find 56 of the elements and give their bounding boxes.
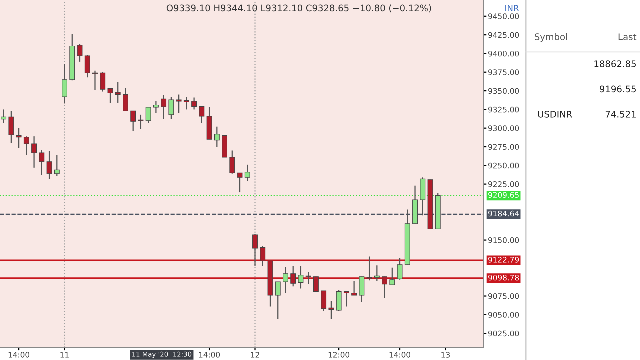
text: INR: [506, 5, 519, 12]
candlestick: [382, 276, 388, 300]
candlestick: [397, 258, 403, 280]
candlestick: [328, 300, 334, 320]
candlestick: [77, 43, 83, 62]
candlestick: [275, 282, 281, 320]
candlestick: [336, 290, 342, 312]
candlestick: [192, 97, 198, 110]
candlestick: [8, 110, 14, 144]
candlestick: [252, 234, 258, 267]
candlestick: [146, 106, 152, 124]
candlestick: [359, 276, 365, 303]
candlestick: [176, 94, 182, 114]
candlestick: [153, 100, 159, 114]
candlestick: [313, 276, 319, 292]
candlestick: [206, 106, 212, 140]
candlestick: [214, 126, 220, 148]
candlestick: [62, 64, 68, 104]
candlestick: [321, 290, 327, 312]
candlestick: [84, 54, 90, 78]
text: Last: [618, 34, 637, 40]
candlestick: [390, 267, 396, 286]
candlestick: [344, 291, 350, 308]
text: USDINR: [538, 110, 572, 118]
candlestick: [1, 109, 7, 124]
candlestick: [290, 266, 296, 288]
candlestick: [39, 149, 45, 176]
candlestick: [244, 164, 250, 182]
annotation: O9339.10 H9344.10 L9312.10 C9328.65 −10.80 (−0.12%): [166, 4, 432, 13]
candlestick: [168, 96, 174, 120]
candlestick: [184, 96, 190, 110]
text: 9196.55: [600, 86, 636, 93]
candlestick: [298, 266, 304, 290]
candlestick: [54, 154, 60, 177]
candlestick: [123, 88, 128, 112]
candlestick: [352, 280, 358, 296]
candlestick: [130, 110, 136, 132]
candlestick: [260, 246, 266, 267]
candlestick: [24, 136, 30, 156]
candlestick: [199, 106, 205, 124]
text: 18862.85: [594, 60, 636, 68]
candlestick: [115, 82, 121, 104]
candlestick: [161, 94, 167, 120]
candlestick: [230, 150, 236, 174]
text: Symbol: [534, 33, 568, 42]
candlestick: [46, 150, 52, 180]
candlestick: [16, 128, 22, 150]
text: 74.521: [606, 110, 636, 118]
candlestick: [374, 265, 380, 282]
candlestick: [237, 172, 243, 194]
candlestick: [366, 256, 372, 282]
candlestick: [108, 88, 114, 104]
candlestick: [100, 72, 106, 92]
candlestick: [222, 134, 228, 158]
candlestick: [32, 136, 38, 168]
candlestick: [283, 266, 288, 294]
